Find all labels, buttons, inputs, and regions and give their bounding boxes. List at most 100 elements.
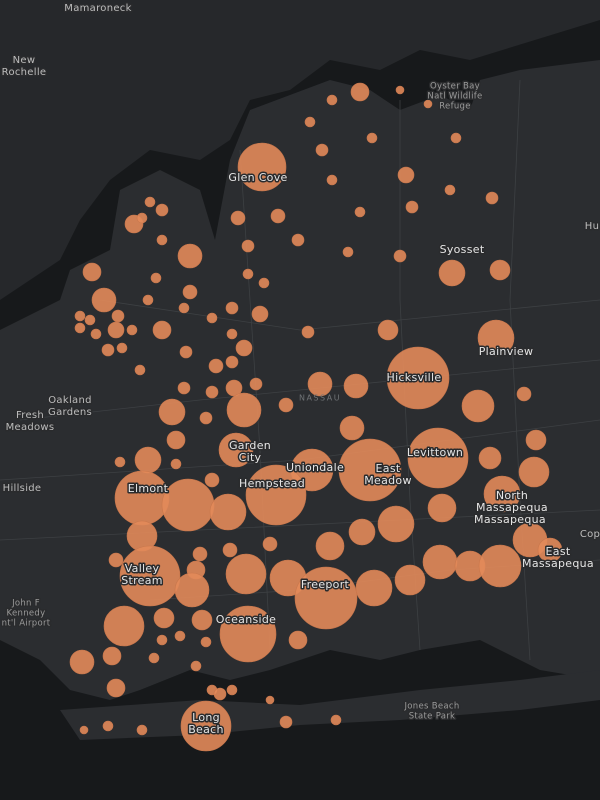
circle-marker xyxy=(208,358,224,374)
circle-marker xyxy=(177,381,191,395)
circle-marker xyxy=(111,309,125,323)
circle-marker xyxy=(235,339,253,357)
circle-marker xyxy=(152,320,172,340)
circle-marker xyxy=(237,142,287,192)
place-label: Stream xyxy=(121,574,163,587)
circle-marker xyxy=(156,234,168,246)
circle-marker xyxy=(126,324,138,336)
circle-marker xyxy=(102,646,122,666)
circle-marker xyxy=(518,456,550,488)
circle-marker xyxy=(350,82,370,102)
circle-marker xyxy=(225,553,267,595)
place-label: North xyxy=(496,489,528,502)
place-label: Gardens xyxy=(48,407,92,418)
circle-marker xyxy=(150,272,162,284)
circle-marker xyxy=(206,312,218,324)
place-label: East xyxy=(376,462,401,475)
circle-marker xyxy=(114,456,126,468)
place-label: Garden xyxy=(229,439,271,452)
place-label: Meadows xyxy=(6,422,55,433)
circle-marker xyxy=(422,544,458,580)
place-label: Long xyxy=(192,711,220,724)
circle-marker xyxy=(182,284,198,300)
place-label: Syosset xyxy=(440,243,485,256)
circle-marker xyxy=(148,652,160,664)
circle-marker xyxy=(174,572,210,608)
circle-marker xyxy=(230,210,246,226)
circle-marker xyxy=(79,725,89,735)
place-label: Hu xyxy=(585,221,599,232)
circle-marker xyxy=(161,478,215,532)
circle-marker xyxy=(397,166,415,184)
place-label: Cop xyxy=(580,529,600,540)
circle-marker xyxy=(386,346,450,410)
circle-marker xyxy=(200,636,212,648)
place-label: John F xyxy=(11,599,40,609)
circle-marker xyxy=(103,605,145,647)
place-label: Rochelle xyxy=(2,67,47,78)
circle-marker xyxy=(245,464,307,526)
circle-marker xyxy=(114,470,170,526)
circle-marker xyxy=(348,518,376,546)
place-label: Hempstead xyxy=(239,477,305,490)
place-label: Elmont xyxy=(128,482,169,495)
place-label: Meadow xyxy=(364,474,412,487)
circle-marker xyxy=(478,446,502,470)
circle-marker xyxy=(102,720,114,732)
circle-marker xyxy=(427,493,457,523)
circle-marker xyxy=(136,212,148,224)
circles xyxy=(69,82,563,752)
circle-marker xyxy=(107,321,125,339)
circle-marker xyxy=(192,546,208,562)
circle-marker xyxy=(84,314,96,326)
place-label: Kennedy xyxy=(7,609,46,619)
circle-marker xyxy=(144,196,156,208)
circle-marker xyxy=(249,377,263,391)
circle-marker xyxy=(180,700,232,752)
place-label: East xyxy=(546,545,571,558)
circle-marker xyxy=(377,505,415,543)
circle-marker xyxy=(69,649,95,675)
place-label: Beach xyxy=(188,723,224,736)
circle-marker xyxy=(279,715,293,729)
place-label: Fresh xyxy=(16,410,44,421)
circle-marker xyxy=(136,724,148,736)
circle-marker xyxy=(174,630,186,642)
circle-marker xyxy=(178,302,190,314)
place-label: Plainview xyxy=(479,345,534,358)
circle-marker xyxy=(170,458,182,470)
circle-marker xyxy=(191,609,213,631)
circle-marker xyxy=(315,531,345,561)
circle-marker xyxy=(219,605,277,663)
place-label: Levittown xyxy=(407,446,463,459)
circle-marker xyxy=(301,325,315,339)
circle-marker xyxy=(242,268,254,280)
circle-marker xyxy=(478,544,522,588)
circle-marker xyxy=(74,310,86,322)
circle-marker xyxy=(338,438,402,502)
circle-marker xyxy=(225,301,239,315)
place-label: nt'l Airport xyxy=(2,619,51,629)
circle-marker xyxy=(291,233,305,247)
circle-marker xyxy=(153,607,175,629)
place-label: State Park xyxy=(409,712,456,722)
circle-marker xyxy=(134,364,146,376)
circle-marker xyxy=(134,446,162,474)
place-label: Massapequa xyxy=(522,557,594,570)
circle-marker xyxy=(142,294,154,306)
circle-marker xyxy=(304,116,316,128)
circle-marker xyxy=(407,427,469,489)
circle-marker xyxy=(537,537,563,563)
circle-marker xyxy=(438,259,466,287)
circle-marker xyxy=(355,569,393,607)
place-label: Hillside xyxy=(3,483,42,494)
place-label: Massapequa xyxy=(476,501,548,514)
place-label: Hicksville xyxy=(387,371,442,384)
circle-marker xyxy=(405,200,419,214)
circle-marker xyxy=(204,472,220,488)
circle-marker xyxy=(101,343,115,357)
circle-marker xyxy=(423,99,433,109)
place-label: Natl Wildlife xyxy=(427,92,482,102)
circle-marker xyxy=(199,411,213,425)
circle-marker xyxy=(265,695,275,705)
